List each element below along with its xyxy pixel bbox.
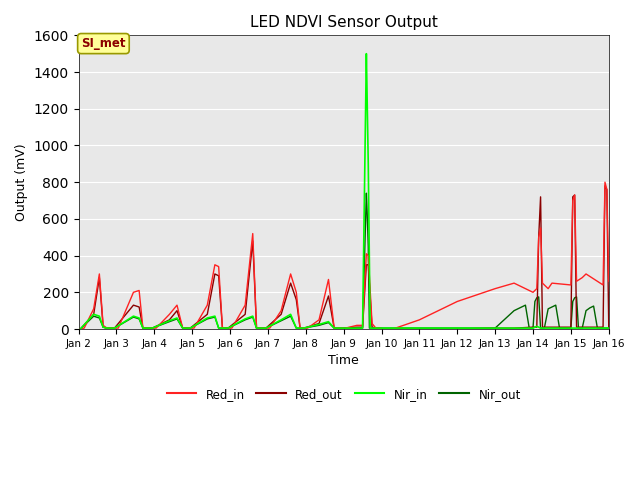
Y-axis label: Output (mV): Output (mV) bbox=[15, 144, 28, 221]
Text: SI_met: SI_met bbox=[81, 37, 125, 50]
X-axis label: Time: Time bbox=[328, 354, 359, 367]
Title: LED NDVI Sensor Output: LED NDVI Sensor Output bbox=[250, 15, 438, 30]
Legend: Red_in, Red_out, Nir_in, Nir_out: Red_in, Red_out, Nir_in, Nir_out bbox=[162, 383, 525, 405]
